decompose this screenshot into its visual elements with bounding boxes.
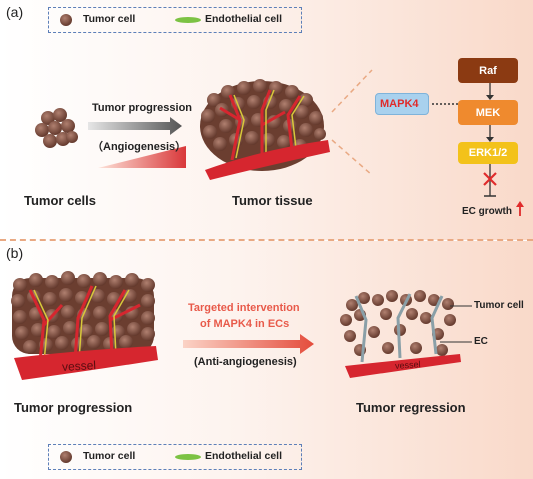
legend-b-endothelial-cell: Endothelial cell	[205, 450, 283, 462]
legend-a-endothelial-cell: Endothelial cell	[205, 13, 283, 25]
tumor-progression-tissue	[11, 271, 158, 380]
panel-b-label: (b)	[6, 245, 24, 261]
panel-divider	[0, 239, 533, 241]
tumor-cell-callout: Tumor cell	[474, 300, 524, 311]
tumor-cells-cluster	[35, 108, 78, 148]
intervention-sub: (Anti-angiogenesis)	[194, 356, 297, 368]
vessel-left	[14, 346, 158, 380]
tumor-progression-label: Tumor progression	[14, 400, 133, 415]
tumor-tissue	[200, 79, 330, 180]
mapk4-box: MAPK4	[375, 93, 429, 115]
legend-b-tumor-cell: Tumor cell	[83, 450, 136, 462]
tumor-regression-label: Tumor regression	[356, 400, 466, 415]
intervention-arrow	[183, 334, 314, 354]
vessel-right-label: vessel	[394, 359, 421, 371]
ec-callout: EC	[474, 336, 488, 347]
legend-b: Tumor cell Endothelial cell	[48, 444, 302, 470]
intervention-line1: Targeted intervention	[188, 302, 300, 314]
legend-b-tumor-cell-icon	[60, 451, 72, 463]
zoom-line-top	[331, 69, 373, 113]
mek-box: MEK	[458, 100, 518, 125]
angiogenesis-wedge	[98, 146, 186, 168]
raf-box: Raf	[458, 58, 518, 83]
progression-arrow	[88, 117, 182, 135]
tumor-tissue-label: Tumor tissue	[232, 193, 313, 208]
zoom-line-bottom	[331, 139, 373, 176]
arrow-bottom-label: （Angiogenesis）	[92, 141, 187, 153]
tumor-regression-tissue	[340, 290, 461, 378]
vessel-left-label: vessel	[61, 358, 97, 374]
ec-growth-up-arrow-icon	[516, 201, 524, 216]
legend-endothelial-cell-icon	[175, 17, 201, 23]
tumor-cells-label: Tumor cells	[24, 193, 97, 208]
legend-a: Tumor cell Endothelial cell	[48, 7, 302, 33]
vessel-right	[345, 354, 461, 378]
erk-box: ERK1/2	[458, 142, 518, 164]
intervention-line2: of MAPK4 in ECs	[200, 318, 290, 330]
legend-a-tumor-cell: Tumor cell	[83, 13, 136, 25]
block-x-icon	[483, 172, 497, 186]
legend-b-endothelial-cell-icon	[175, 454, 201, 460]
ec-growth-label: EC growth	[462, 206, 512, 217]
legend-tumor-cell-icon	[60, 14, 72, 26]
panel-a-label: (a)	[6, 4, 24, 20]
arrow-top-label: Tumor progression	[92, 102, 193, 114]
